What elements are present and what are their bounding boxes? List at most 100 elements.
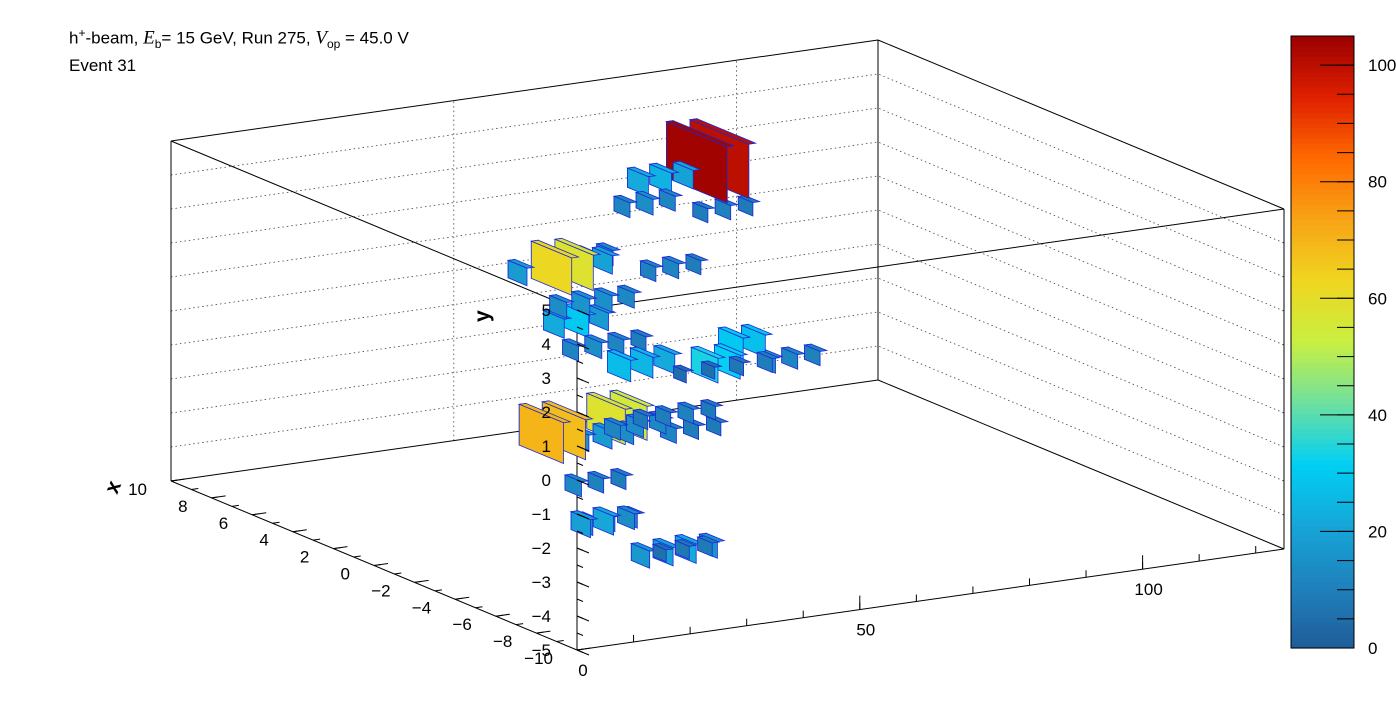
x-tick-label: −2 (371, 581, 390, 600)
colorbar-band (1291, 444, 1354, 450)
colorbar-band (1291, 61, 1354, 68)
cell-face (655, 406, 672, 428)
y-minor-tick (576, 428, 584, 432)
cell-face (729, 356, 744, 377)
y-minor-tick (576, 530, 584, 534)
colorbar-band (1291, 525, 1354, 532)
cell-face (530, 240, 573, 296)
colorbar-band (1291, 51, 1354, 57)
x-minor-tick (556, 640, 564, 643)
colorbar-band (1291, 342, 1354, 348)
colorbar-band (1291, 102, 1354, 108)
cell-face (617, 285, 635, 309)
x-tick-label: −6 (452, 615, 471, 634)
x-minor-tick (170, 479, 179, 482)
colorbar-band (1291, 265, 1354, 272)
y-axis-title: y (471, 310, 494, 322)
colorbar-band (1291, 71, 1354, 78)
x-minor-tick (414, 580, 422, 583)
colorbar-band (1291, 520, 1354, 527)
x-minor-tick (516, 623, 524, 626)
colorbar-band (1291, 428, 1354, 435)
cell-box (654, 405, 680, 428)
chart-title: h+-beam, Eb= 15 GeV, Run 275, Vop = 45.0… (69, 26, 409, 51)
title-voltage-symbol: V (315, 27, 327, 49)
cell-box (700, 360, 724, 380)
cell-box (755, 351, 781, 374)
y-minor-tick (576, 445, 584, 449)
cell-face (737, 195, 754, 217)
cell-box (802, 343, 829, 367)
axes: −5−4−3−2−1012345y−10−8−6−4−20246810x0501… (100, 301, 1257, 680)
colorbar-band (1291, 132, 1354, 139)
title-energy-run: = 15 GeV, Run 275, (161, 28, 316, 48)
colorbar-band (1291, 316, 1354, 323)
cell-box (651, 543, 675, 563)
y-minor-tick (576, 513, 584, 517)
title-particle: h (69, 28, 79, 48)
y-tick (576, 309, 590, 316)
colorbar-band (1291, 81, 1354, 88)
colorbar-band (1291, 469, 1354, 476)
colorbar-band (1291, 418, 1354, 425)
title-particle-charge: + (78, 26, 86, 40)
x-minor-tick (231, 504, 239, 507)
cell-face (662, 256, 680, 280)
cell-box (605, 349, 639, 383)
cell-box (631, 408, 657, 431)
x-minor-tick (292, 530, 300, 533)
x-minor-tick (373, 564, 382, 566)
colorbar-band (1291, 189, 1354, 195)
cell-face (630, 542, 651, 569)
colorbar-band (1291, 347, 1354, 353)
colorbar-band (1291, 352, 1354, 358)
x-minor-tick (576, 648, 585, 651)
y-tick-label: 2 (542, 403, 551, 422)
x-tick-label: 6 (219, 514, 228, 533)
cell-face (706, 415, 722, 437)
cell-face (685, 254, 702, 276)
colorbar-tick-label: 80 (1368, 173, 1387, 192)
colorbar-band (1291, 454, 1354, 460)
y-minor-tick (576, 377, 584, 381)
cell-box (612, 194, 639, 219)
colorbar-band (1291, 642, 1354, 649)
cell-box (570, 290, 599, 317)
colorbar-band (1291, 138, 1354, 144)
colorbar-band (1291, 336, 1354, 343)
colorbar-band (1291, 500, 1354, 506)
colorbar-band (1291, 46, 1354, 52)
cell-box (583, 334, 611, 360)
cell-box (704, 415, 730, 437)
event-label: Event 31 (69, 56, 137, 75)
cell-box (602, 417, 629, 441)
colorbar-band (1291, 372, 1354, 379)
cell-box (529, 239, 580, 296)
colorbar-band (1291, 76, 1354, 83)
colorbar-tick-label: 40 (1368, 406, 1387, 425)
colorbar-band (1291, 321, 1354, 328)
colorbar-band (1291, 581, 1354, 588)
cell-box (561, 338, 587, 362)
cell-box (586, 470, 612, 494)
y-minor-tick (576, 394, 584, 398)
colorbar-band (1291, 622, 1354, 629)
cell-face (692, 202, 709, 224)
colorbar-band (1291, 367, 1354, 374)
colorbar-band (1291, 510, 1354, 516)
colorbar-band (1291, 530, 1354, 537)
frame-edge (170, 140, 578, 311)
cell-box (616, 505, 643, 531)
x-tick-label: −10 (524, 649, 553, 668)
title-voltage-value: = 45.0 V (340, 28, 409, 48)
y-minor-tick (576, 649, 584, 653)
z-tick-label: 0 (578, 661, 587, 680)
y-tick-label: 4 (542, 335, 551, 354)
cell-box (682, 417, 707, 441)
cell-box (629, 329, 655, 352)
colorbar-band (1291, 122, 1354, 129)
title-energy-symbol: E (143, 27, 155, 49)
x-minor-tick (536, 631, 544, 634)
y-tick-label: 5 (542, 301, 551, 320)
